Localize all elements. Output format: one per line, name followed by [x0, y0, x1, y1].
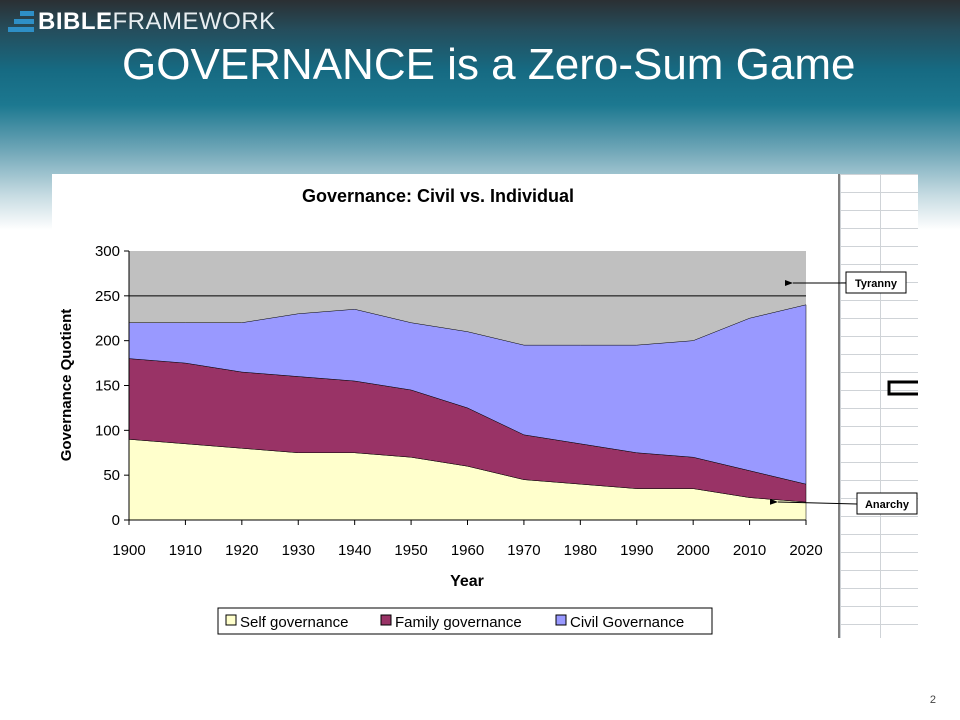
- legend-swatch: [225, 614, 237, 626]
- legend-swatch: [555, 614, 567, 626]
- x-tick-label: 2010: [733, 542, 766, 559]
- y-tick-label: 0: [112, 512, 120, 529]
- y-tick-label: 50: [103, 467, 120, 484]
- x-tick-label: 1970: [507, 542, 540, 559]
- y-tick-label: 150: [95, 378, 120, 395]
- annotation-label-tyranny: Tyranny: [855, 278, 898, 290]
- x-tick-label: 1980: [564, 542, 597, 559]
- x-tick-label: 1950: [394, 542, 427, 559]
- brand-logo: BIBLEFRAMEWORK: [8, 6, 276, 38]
- x-tick-label: 1920: [225, 542, 258, 559]
- x-tick-label: 1940: [338, 542, 371, 559]
- annotation-box-anarchy: [856, 492, 918, 515]
- y-axis-label: Governance Quotient: [58, 309, 75, 462]
- y-tick-label: 300: [95, 243, 120, 260]
- y-tick-label: 100: [95, 422, 120, 439]
- annotation-arrow-anarchy: [769, 498, 858, 505]
- legend-swatch: [380, 614, 392, 626]
- x-tick-label: 2000: [676, 542, 709, 559]
- legend-label: Civil Governance: [570, 614, 684, 631]
- spreadsheet-cell-marker: [887, 380, 918, 396]
- y-tick-label: 250: [95, 288, 120, 305]
- page-title: GOVERNANCE is a Zero-Sum Game: [122, 40, 856, 89]
- y-tick-label: 200: [95, 333, 120, 350]
- brand-wordmark: BIBLEFRAMEWORK: [38, 8, 276, 35]
- page-number: 2: [929, 694, 936, 706]
- annotation-box-tyranny: [845, 271, 907, 294]
- spreadsheet-grid-background: [838, 174, 918, 638]
- x-tick-label: 1960: [451, 542, 484, 559]
- legend-label: Self governance: [240, 614, 348, 631]
- x-tick-label: 1990: [620, 542, 653, 559]
- x-tick-label: 2020: [789, 542, 822, 559]
- x-tick-label: 1930: [282, 542, 315, 559]
- x-tick-label: 1900: [112, 542, 145, 559]
- legend: Self governance Family governance Civil Go…: [217, 607, 713, 635]
- brand-logo-icon: [8, 11, 34, 33]
- legend-label: Family governance: [395, 614, 522, 631]
- x-axis-label: Year: [450, 573, 484, 590]
- annotation-label-anarchy: Anarchy: [865, 499, 910, 511]
- x-tick-label: 1910: [169, 542, 202, 559]
- chart-title: Governance: Civil vs. Individual: [302, 186, 574, 206]
- area-civil-governance: [128, 304, 807, 485]
